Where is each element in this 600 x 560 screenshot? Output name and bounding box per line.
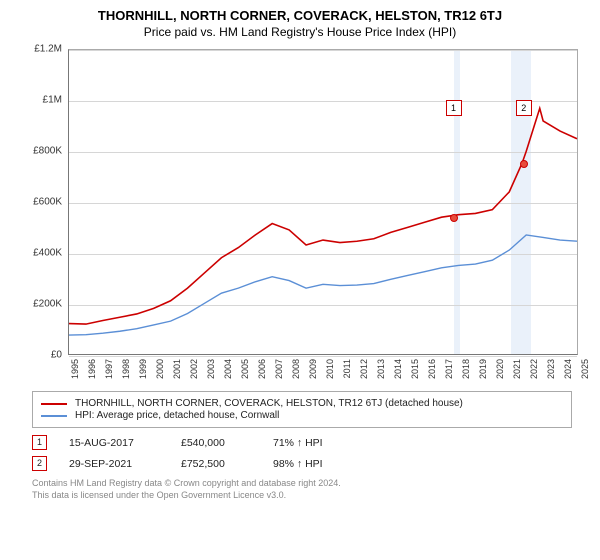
x-tick-label: 2011 [342,359,352,387]
y-tick-label: £1.2M [20,44,62,55]
x-tick-label: 1998 [121,359,131,387]
chart-title: THORNHILL, NORTH CORNER, COVERACK, HELST… [10,8,590,23]
legend-swatch [41,403,67,405]
x-tick-label: 2012 [359,359,369,387]
x-tick-label: 2003 [206,359,216,387]
x-tick-label: 2018 [461,359,471,387]
chart-container: THORNHILL, NORTH CORNER, COVERACK, HELST… [0,0,600,560]
x-tick-label: 2021 [512,359,522,387]
y-tick-label: £0 [20,350,62,361]
series-line [69,108,577,324]
y-tick-label: £600K [20,197,62,208]
x-tick-label: 2023 [546,359,556,387]
sale-marker-point [520,160,528,168]
sales-table: 1 15-AUG-2017 £540,000 71% ↑ HPI 2 29-SEP-202… [32,432,572,474]
x-tick-label: 1996 [87,359,97,387]
sale-marker-point [450,214,458,222]
y-tick-label: £200K [20,299,62,310]
sale-row: 1 15-AUG-2017 £540,000 71% ↑ HPI [32,432,572,453]
x-tick-label: 2010 [325,359,335,387]
legend-label: HPI: Average price, detached house, Corn… [75,410,279,421]
x-tick-label: 1995 [70,359,80,387]
x-tick-label: 2020 [495,359,505,387]
x-tick-label: 2007 [274,359,284,387]
footnote-line2: This data is licensed under the Open Gov… [32,490,580,502]
legend-item: HPI: Average price, detached house, Corn… [41,410,563,421]
x-tick-label: 2025 [580,359,590,387]
footnote-line1: Contains HM Land Registry data © Crown c… [32,478,580,490]
footnote: Contains HM Land Registry data © Crown c… [32,478,580,501]
x-tick-label: 2005 [240,359,250,387]
plot-region: 12 [68,49,578,355]
legend-label: THORNHILL, NORTH CORNER, COVERACK, HELST… [75,398,463,409]
gridline [69,356,577,357]
x-tick-label: 1997 [104,359,114,387]
sale-pct: 71% ↑ HPI [273,437,353,449]
legend: THORNHILL, NORTH CORNER, COVERACK, HELST… [32,391,572,428]
x-tick-label: 2014 [393,359,403,387]
sale-row: 2 29-SEP-2021 £752,500 98% ↑ HPI [32,453,572,474]
sale-date: 15-AUG-2017 [69,437,159,449]
x-tick-label: 2013 [376,359,386,387]
chart-area: £0£200K£400K£600K£800K£1M£1.2M 12 199519… [20,45,580,385]
x-tick-label: 1999 [138,359,148,387]
x-tick-label: 2000 [155,359,165,387]
x-tick-label: 2008 [291,359,301,387]
sale-marker-label: 1 [446,100,462,116]
x-tick-label: 2024 [563,359,573,387]
x-tick-label: 2019 [478,359,488,387]
x-tick-label: 2001 [172,359,182,387]
sale-marker-label: 2 [516,100,532,116]
series-line [69,235,577,335]
legend-swatch [41,415,67,417]
x-tick-label: 2002 [189,359,199,387]
chart-subtitle: Price paid vs. HM Land Registry's House … [10,25,590,39]
sale-price: £540,000 [181,437,251,449]
x-tick-label: 2017 [444,359,454,387]
y-tick-label: £800K [20,146,62,157]
sale-pct: 98% ↑ HPI [273,458,353,470]
sale-date: 29-SEP-2021 [69,458,159,470]
legend-item: THORNHILL, NORTH CORNER, COVERACK, HELST… [41,398,563,409]
x-tick-label: 2022 [529,359,539,387]
x-tick-label: 2004 [223,359,233,387]
y-tick-label: £400K [20,248,62,259]
line-svg [69,50,577,354]
x-tick-label: 2006 [257,359,267,387]
sale-price: £752,500 [181,458,251,470]
sale-row-marker: 1 [32,435,47,450]
y-tick-label: £1M [20,95,62,106]
x-tick-label: 2016 [427,359,437,387]
sale-row-marker: 2 [32,456,47,471]
x-tick-label: 2015 [410,359,420,387]
x-tick-label: 2009 [308,359,318,387]
